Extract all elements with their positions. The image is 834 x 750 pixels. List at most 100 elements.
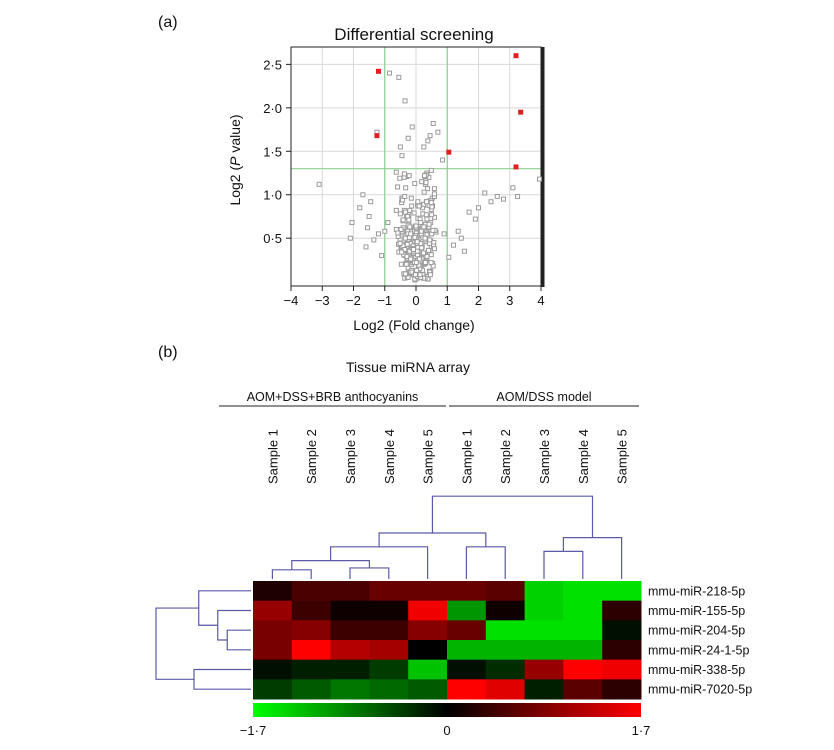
scatter-point bbox=[414, 267, 420, 273]
scatter-point bbox=[398, 261, 404, 267]
heatmap-cell bbox=[524, 620, 564, 641]
heatmap-cell bbox=[330, 620, 370, 641]
heatmap-cell bbox=[369, 600, 409, 621]
scatter-point bbox=[417, 272, 423, 278]
dendrogram-branch bbox=[562, 537, 623, 579]
scatter-point bbox=[402, 271, 408, 277]
heatmap-cell bbox=[447, 659, 487, 680]
scatter-point bbox=[347, 235, 353, 241]
dendrogram-branch bbox=[330, 546, 429, 579]
y-tick-label: 0·5 bbox=[263, 231, 282, 246]
scatter-point bbox=[386, 70, 392, 76]
y-tick-label: 2·0 bbox=[263, 101, 282, 116]
scatter-point bbox=[411, 246, 416, 252]
heatmap-column-label: Sample 3 bbox=[537, 429, 552, 484]
dendrogram-branch bbox=[349, 567, 390, 579]
heatmap-cell bbox=[485, 659, 526, 680]
heatmap-column-label: Sample 4 bbox=[382, 429, 397, 484]
scatter-point bbox=[494, 193, 500, 199]
scatter-point bbox=[412, 180, 418, 186]
heatmap-cell bbox=[524, 640, 564, 661]
scatter-point bbox=[515, 193, 521, 199]
scatter-point bbox=[418, 220, 424, 226]
colorbar-labels: −1·7 0 1·7 bbox=[240, 723, 651, 738]
heatmap-cell bbox=[602, 581, 642, 602]
scatter-point bbox=[393, 207, 399, 213]
heatmap-cell bbox=[408, 620, 448, 641]
scatter-point bbox=[402, 98, 408, 104]
significant-point bbox=[376, 68, 381, 74]
dendrogram-branch bbox=[431, 495, 594, 538]
scatter-point bbox=[431, 191, 437, 197]
heatmap-row-label: mmu-miR-218-5p bbox=[648, 584, 745, 598]
scatter-point bbox=[431, 246, 437, 252]
scatter-point bbox=[365, 225, 371, 231]
dendrogram-branch bbox=[155, 607, 199, 680]
scatter-point bbox=[421, 250, 426, 256]
heatmap-cell bbox=[447, 600, 487, 621]
heatmap-row-label: mmu-miR-155-5p bbox=[648, 604, 745, 618]
heatmap-cell bbox=[253, 640, 293, 661]
scatter-point bbox=[416, 203, 422, 209]
colorbar-label: 1·7 bbox=[632, 723, 651, 738]
significant-point bbox=[513, 164, 519, 170]
heatmap-cell bbox=[485, 620, 526, 641]
heatmap-cell bbox=[447, 679, 487, 700]
scatter-point bbox=[425, 138, 431, 144]
significant-point bbox=[374, 133, 380, 139]
scatter-plot: −4 −3 −2 −1 0 1 2 3 4 0·5 1·0 1·5 2·0 2·5 bbox=[263, 46, 545, 308]
scatter-point bbox=[458, 235, 464, 241]
scatter-point bbox=[435, 129, 441, 135]
heatmap-cell bbox=[330, 600, 370, 621]
scatter-point bbox=[406, 217, 412, 223]
group-label: AOM+DSS+BRB anthocyanins bbox=[247, 390, 419, 404]
scatter-point bbox=[368, 199, 374, 205]
scatter-point bbox=[401, 171, 407, 177]
heatmap-cell bbox=[291, 640, 332, 661]
scatter-point bbox=[412, 272, 418, 278]
heatmap-cell bbox=[524, 581, 564, 602]
scatter-point bbox=[408, 256, 414, 262]
scatter-point bbox=[397, 240, 403, 246]
heatmap-row-labels: mmu-miR-218-5p mmu-miR-155-5p mmu-miR-204-… bbox=[648, 584, 752, 696]
scatter-point bbox=[379, 253, 385, 259]
heatmap-cell bbox=[253, 659, 293, 680]
heatmap-cell bbox=[485, 679, 526, 700]
scatter-point bbox=[441, 231, 447, 237]
x-tick-label: −1 bbox=[377, 293, 392, 308]
heatmap-cell bbox=[447, 581, 487, 602]
scatter-point bbox=[446, 254, 452, 260]
scatter-point bbox=[536, 176, 542, 182]
scatter-point bbox=[426, 247, 431, 253]
significant-point bbox=[513, 53, 519, 59]
scatter-point bbox=[416, 256, 422, 262]
scatter-point bbox=[431, 214, 437, 220]
x-tick-label: −3 bbox=[315, 293, 330, 308]
heatmap-cell bbox=[408, 640, 448, 661]
colorbar-label: −1·7 bbox=[240, 723, 266, 738]
scatter-point bbox=[421, 144, 427, 150]
scatter-point bbox=[427, 237, 433, 243]
dendrogram-branch bbox=[193, 668, 251, 690]
scatter-point bbox=[366, 213, 372, 219]
panel-a-label: (a) bbox=[158, 14, 178, 31]
heatmap-cell bbox=[253, 581, 293, 602]
heatmap-cell bbox=[291, 581, 332, 602]
heatmap-cell bbox=[563, 640, 603, 661]
heatmap-cell bbox=[253, 620, 293, 641]
scatter-point bbox=[385, 220, 391, 226]
heatmap-row-label: mmu-miR-204-5p bbox=[648, 624, 745, 638]
heatmap-row-label: mmu-miR-7020-5p bbox=[648, 683, 752, 697]
scatter-point bbox=[399, 249, 405, 255]
scatter-point bbox=[396, 74, 402, 80]
heatmap-cell bbox=[291, 600, 332, 621]
scatter-point bbox=[316, 181, 322, 187]
scatter-point bbox=[414, 239, 420, 245]
scatter-point bbox=[427, 272, 433, 278]
scatter-point bbox=[440, 157, 446, 163]
heatmap-column-label: Sample 5 bbox=[421, 429, 436, 484]
scatter-point bbox=[422, 235, 428, 241]
heatmap-column-label: Sample 2 bbox=[304, 429, 319, 484]
heatmap-cell bbox=[563, 679, 603, 700]
